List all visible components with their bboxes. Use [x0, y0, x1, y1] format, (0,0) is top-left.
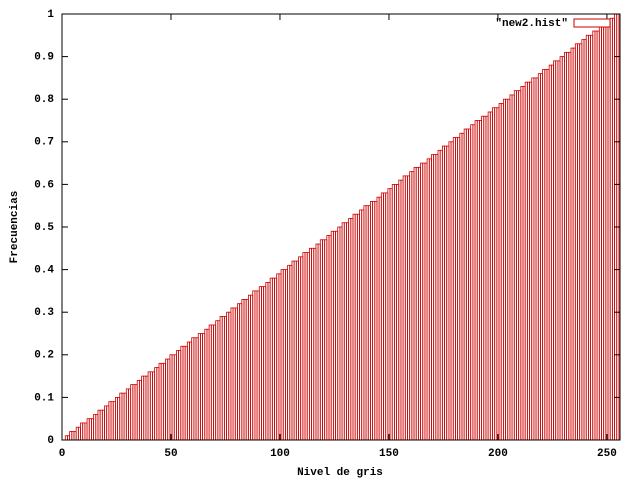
legend-key [573, 18, 611, 28]
y-tick-label: 0.1 [34, 392, 54, 404]
x-tick-label: 200 [488, 448, 508, 460]
y-tick-label: 0.3 [34, 307, 54, 319]
y-tick-label: 0.5 [34, 222, 54, 234]
x-tick-label: 0 [59, 448, 66, 460]
x-tick-label: 100 [270, 448, 290, 460]
y-tick-label: 0.2 [34, 350, 54, 362]
y-axis-label: Frecuencias [9, 191, 21, 264]
y-tick-label: 0.9 [34, 52, 54, 64]
y-tick-label: 0.7 [34, 137, 54, 149]
x-tick-label: 150 [379, 448, 399, 460]
y-tick-label: 0.4 [34, 265, 54, 277]
y-tick-label: 0 [47, 435, 54, 447]
y-tick-label: 0.8 [34, 94, 54, 106]
x-axis-label: Nivel de gris [297, 467, 383, 479]
plot-area [64, 14, 620, 440]
legend-label: "new2.hist" [495, 18, 568, 30]
x-tick-label: 50 [164, 448, 177, 460]
x-tick-label: 250 [597, 448, 617, 460]
y-tick-label: 0.6 [34, 179, 54, 191]
y-tick-label: 1 [47, 9, 54, 21]
